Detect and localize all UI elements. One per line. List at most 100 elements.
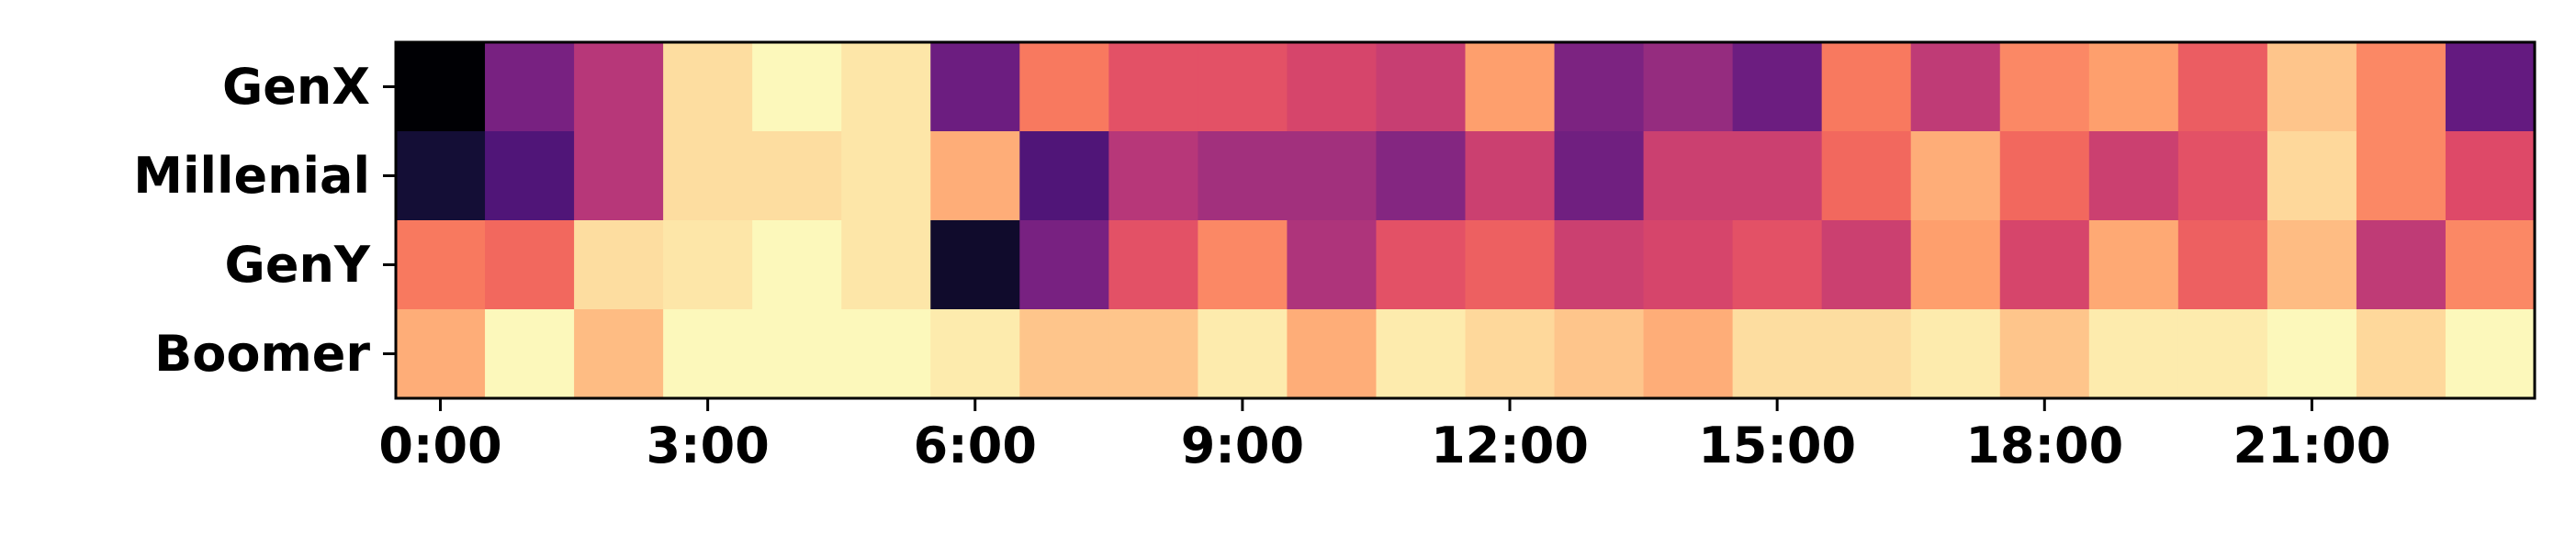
heatmap-cell (1465, 220, 1556, 310)
heatmap-cell (1198, 131, 1288, 221)
heatmap-cell (1287, 131, 1378, 221)
y-tick-label: GenX (222, 58, 370, 116)
heatmap-cell (1732, 131, 1823, 221)
heatmap-cell (1376, 42, 1467, 132)
heatmap-cell (841, 220, 931, 310)
heatmap-cell (1554, 309, 1645, 399)
heatmap-cell (574, 42, 664, 132)
heatmap-cell (1376, 220, 1467, 310)
heatmap-cell (2267, 309, 2357, 399)
heatmap-cell (574, 131, 664, 221)
heatmap-cell (485, 42, 575, 132)
y-tick-label: Boomer (154, 325, 370, 383)
heatmap-cell (1465, 309, 1556, 399)
heatmap-cell (1821, 309, 1912, 399)
heatmap-cell (1554, 131, 1645, 221)
heatmap-cell (2088, 42, 2179, 132)
heatmap-cell (396, 220, 486, 310)
x-tick-label: 18:00 (1965, 417, 2123, 474)
heatmap-cell (396, 309, 486, 399)
heatmap-cell (2267, 220, 2357, 310)
heatmap-cell (1108, 220, 1198, 310)
heatmap-cell (396, 131, 486, 221)
heatmap-cell (1732, 220, 1823, 310)
heatmap-cell (1019, 131, 1109, 221)
heatmap-cell (485, 309, 575, 399)
heatmap-cell (1287, 220, 1378, 310)
heatmap-cell (485, 220, 575, 310)
x-tick-label: 15:00 (1698, 417, 1856, 474)
heatmap-cell (1465, 131, 1556, 221)
heatmap-cell (663, 220, 753, 310)
heatmap-cell (1910, 42, 2001, 132)
heatmap-cell (1198, 220, 1288, 310)
heatmap-cell (2177, 309, 2268, 399)
heatmap-cell (2445, 131, 2536, 221)
heatmap-cell (2356, 309, 2447, 399)
heatmap-cell (1019, 220, 1109, 310)
heatmap-cell (1198, 42, 1288, 132)
heatmap-cell (841, 131, 931, 221)
heatmap-cell (1108, 42, 1198, 132)
heatmap-cell (2356, 220, 2447, 310)
heatmap-cell (1999, 131, 2090, 221)
heatmap-cell (1019, 309, 1109, 399)
heatmap-cell (1910, 309, 2001, 399)
heatmap-cell (841, 42, 931, 132)
heatmap-cell (1554, 220, 1645, 310)
heatmap-cell (2088, 131, 2179, 221)
heatmap-cell (752, 309, 842, 399)
x-tick-label: 9:00 (1181, 417, 1304, 474)
heatmap-cell (663, 309, 753, 399)
heatmap-cell (1821, 220, 1912, 310)
heatmap-cell (2177, 42, 2268, 132)
heatmap-cell (1465, 42, 1556, 132)
heatmap-cell (1376, 131, 1467, 221)
heatmap-cell (752, 131, 842, 221)
heatmap-cell (2177, 220, 2268, 310)
heatmap-cell (2445, 42, 2536, 132)
y-tick-label: Millenial (133, 147, 370, 205)
heatmap-cell (930, 42, 1020, 132)
heatmap-cell (1643, 42, 1734, 132)
heatmap-cell (1108, 309, 1198, 399)
heatmap-cell (1376, 309, 1467, 399)
heatmap-cell (2445, 220, 2536, 310)
heatmap-cell (930, 309, 1020, 399)
heatmap-cell (841, 309, 931, 399)
heatmap-cell (574, 220, 664, 310)
heatmap-cell (1108, 131, 1198, 221)
heatmap-cell (1821, 131, 1912, 221)
x-axis: 0:00 3:00 6:00 9:00 12:00 15:00 18:00 21:00 (378, 398, 2390, 474)
heatmap-cells (396, 42, 2536, 399)
x-tick-label: 3:00 (646, 417, 769, 474)
y-tick-label: GenY (225, 236, 371, 294)
x-tick-label: 6:00 (914, 417, 1037, 474)
heatmap-cell (1643, 131, 1734, 221)
heatmap-cell (1999, 309, 2090, 399)
heatmap-cell (2267, 42, 2357, 132)
heatmap-cell (1910, 131, 2001, 221)
heatmap-cell (2088, 220, 2179, 310)
x-tick-label: 21:00 (2233, 417, 2390, 474)
heatmap-cell (1019, 42, 1109, 132)
heatmap-cell (752, 220, 842, 310)
heatmap-cell (2356, 131, 2447, 221)
heatmap-cell (930, 220, 1020, 310)
heatmap-cell (2356, 42, 2447, 132)
heatmap-cell (930, 131, 1020, 221)
y-axis: GenX Millenial GenY Boomer (133, 58, 396, 383)
heatmap-cell (1287, 309, 1378, 399)
heatmap-cell (2088, 309, 2179, 399)
heatmap-cell (1821, 42, 1912, 132)
heatmap-cell (1732, 309, 1823, 399)
heatmap-cell (1910, 220, 2001, 310)
x-tick-label: 0:00 (378, 417, 501, 474)
plot-frame (394, 40, 2537, 400)
heatmap-cell (752, 42, 842, 132)
heatmap-cell (1643, 220, 1734, 310)
heatmap-cell (1732, 42, 1823, 132)
x-tick-label: 12:00 (1431, 417, 1589, 474)
